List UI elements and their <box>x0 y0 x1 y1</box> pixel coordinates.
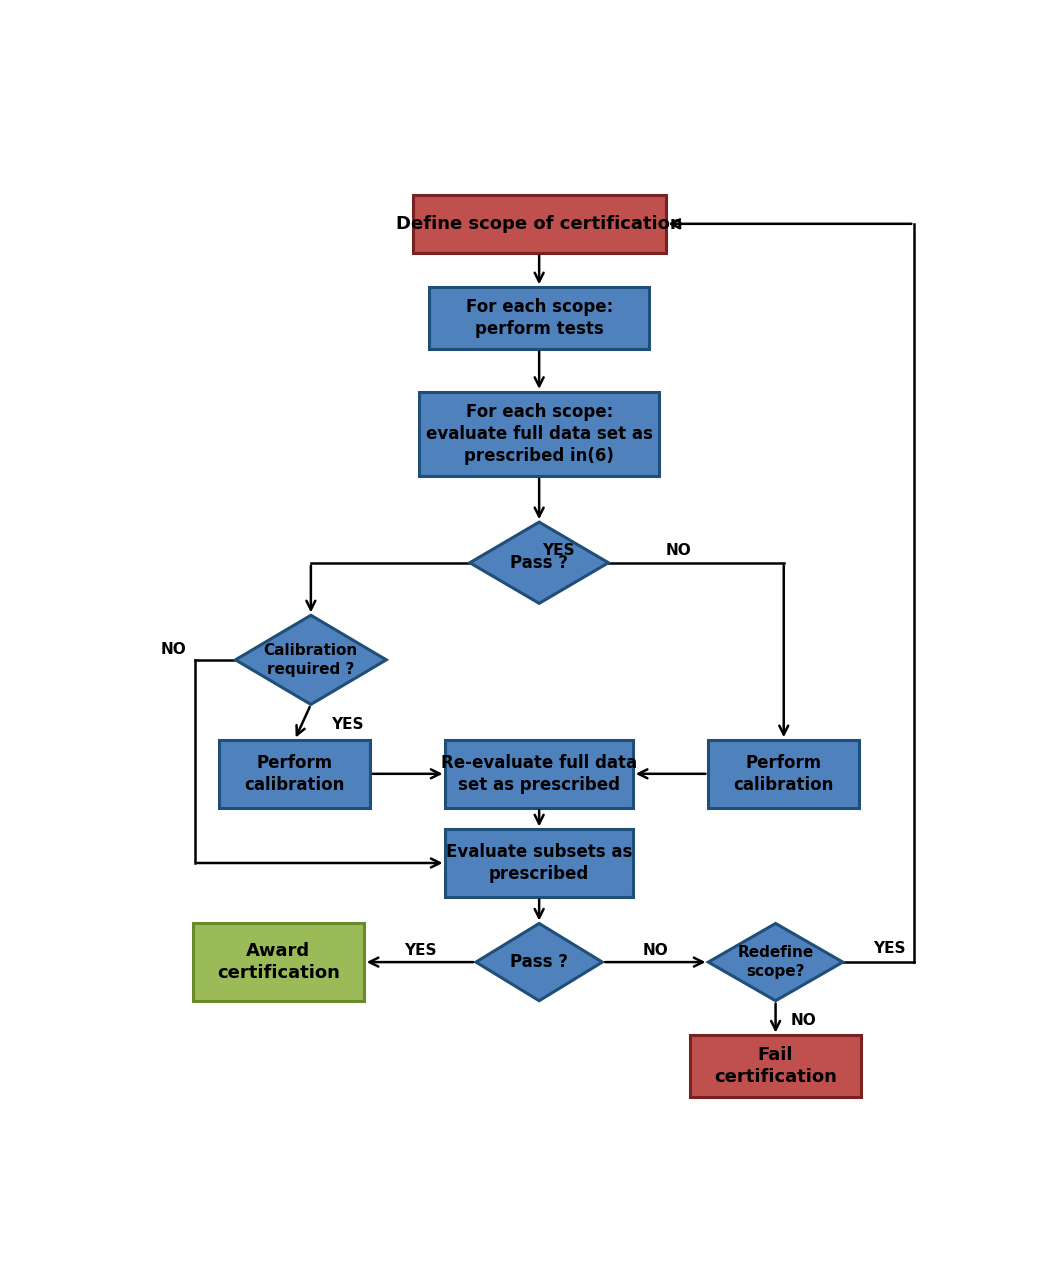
Text: NO: NO <box>161 642 186 658</box>
Text: NO: NO <box>666 543 691 559</box>
FancyBboxPatch shape <box>690 1036 862 1097</box>
FancyBboxPatch shape <box>445 829 633 897</box>
FancyBboxPatch shape <box>445 740 633 807</box>
FancyBboxPatch shape <box>412 196 666 252</box>
Text: Perform
calibration: Perform calibration <box>244 754 345 794</box>
Polygon shape <box>236 615 386 704</box>
Polygon shape <box>708 924 843 1001</box>
Text: For each scope:
evaluate full data set as
prescribed in(6): For each scope: evaluate full data set a… <box>426 403 652 465</box>
Text: For each scope:
perform tests: For each scope: perform tests <box>466 297 612 338</box>
Text: Pass ?: Pass ? <box>510 553 568 571</box>
Text: Redefine
scope?: Redefine scope? <box>737 945 813 979</box>
Text: Re-evaluate full data
set as prescribed: Re-evaluate full data set as prescribed <box>441 754 638 794</box>
Text: YES: YES <box>331 717 364 732</box>
Text: YES: YES <box>873 941 906 956</box>
Text: YES: YES <box>404 942 437 958</box>
Text: Pass ?: Pass ? <box>510 954 568 972</box>
Text: NO: NO <box>790 1013 816 1028</box>
FancyBboxPatch shape <box>193 924 364 1001</box>
Text: Perform
calibration: Perform calibration <box>733 754 834 794</box>
FancyBboxPatch shape <box>419 391 660 476</box>
Text: Define scope of certification: Define scope of certification <box>396 215 683 233</box>
Polygon shape <box>476 924 603 1001</box>
FancyBboxPatch shape <box>708 740 859 807</box>
Text: NO: NO <box>643 942 668 958</box>
Text: YES: YES <box>542 543 574 559</box>
Text: Calibration
required ?: Calibration required ? <box>264 644 358 677</box>
FancyBboxPatch shape <box>219 740 370 807</box>
FancyBboxPatch shape <box>429 287 649 349</box>
Text: Evaluate subsets as
prescribed: Evaluate subsets as prescribed <box>446 843 632 883</box>
Text: Fail
certification: Fail certification <box>714 1046 837 1086</box>
Polygon shape <box>470 523 608 604</box>
Text: Award
certification: Award certification <box>217 942 340 982</box>
